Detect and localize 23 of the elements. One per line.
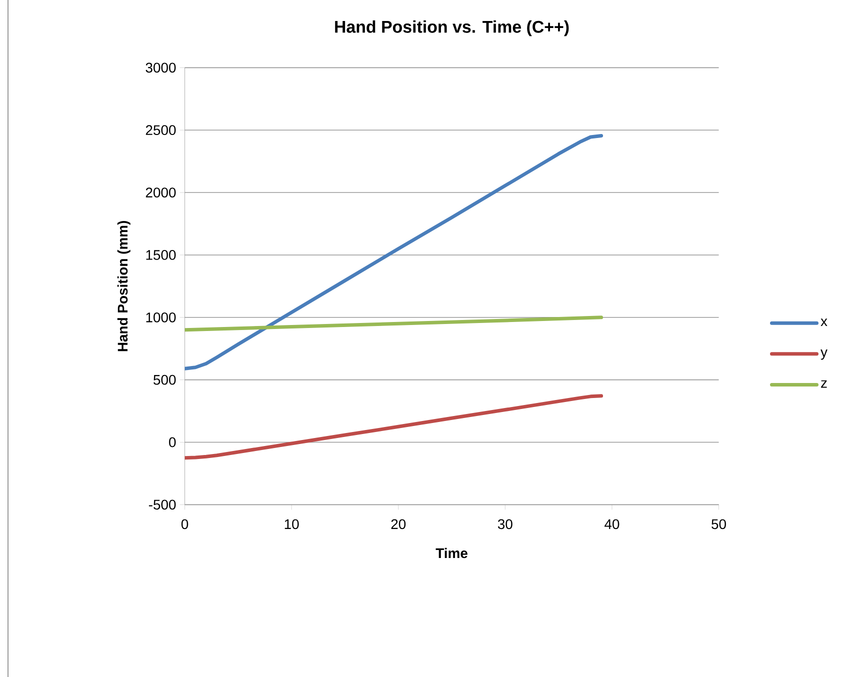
y-tick-label: 1500: [146, 250, 176, 260]
x-tick-label: 20: [391, 519, 406, 530]
y-tick-label: 1000: [146, 312, 176, 322]
x-tick-label: 50: [712, 519, 726, 530]
x-tick-label: 30: [498, 519, 512, 530]
legend-label: x: [820, 318, 828, 326]
legend-label: y: [820, 349, 828, 360]
x-axis-title: Time: [436, 548, 468, 558]
x-tick-label: 10: [284, 519, 299, 530]
chart-title: Hand Position vs. Time (C++): [335, 20, 569, 36]
y-tick-label: 3000: [146, 62, 176, 73]
y-axis-title: Hand Position (mm): [117, 221, 130, 352]
line-series: [184, 134, 604, 370]
y-tick-label: 500: [154, 374, 176, 385]
x-tick-label: 0: [181, 519, 188, 530]
line-series: [184, 316, 604, 332]
x-tick-label: 40: [604, 519, 620, 530]
y-tick-label: -500: [148, 500, 176, 510]
line-series: [184, 394, 604, 460]
y-tick-label: 2500: [146, 125, 176, 136]
legend-label: z: [821, 380, 827, 388]
y-tick-label: 2000: [146, 188, 176, 198]
y-tick-label: 0: [169, 437, 176, 448]
